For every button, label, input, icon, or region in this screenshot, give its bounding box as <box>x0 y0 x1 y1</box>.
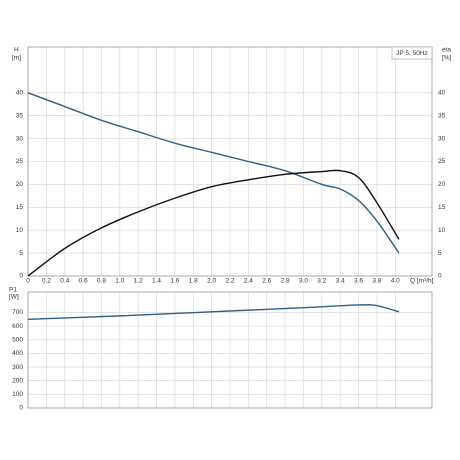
x-axis-label: Q [m³/h] <box>410 278 434 285</box>
x-tick-label: 3.4 <box>336 278 345 285</box>
x-tick-label: 3.0 <box>299 278 308 285</box>
y-tick-label: 30 <box>16 135 24 142</box>
y2-tick-label: 35 <box>438 112 446 119</box>
x-tick-label: 1.0 <box>115 278 124 285</box>
x-tick-label: 0.2 <box>42 278 51 285</box>
x-tick-label: 1.6 <box>170 278 179 285</box>
x-tick-label: 2.4 <box>244 278 253 285</box>
curve <box>27 304 400 320</box>
y-tick-label: 600 <box>12 323 23 330</box>
y2-tick-label: 30 <box>438 135 446 142</box>
x-tick-label: 0.6 <box>79 278 88 285</box>
x-tick-label: 2.0 <box>207 278 216 285</box>
x-tick-label: 2.2 <box>225 278 234 285</box>
y2-tick-label: 25 <box>438 158 446 165</box>
y2-tick-label: 20 <box>438 181 446 188</box>
title-box <box>391 46 433 60</box>
y-axis-unit: [m] <box>12 55 21 62</box>
y2-tick-label: 10 <box>438 227 446 234</box>
y2-tick-label: 0 <box>438 273 442 280</box>
y-tick-label: 0 <box>19 405 23 412</box>
x-tick-label: 1.4 <box>152 278 161 285</box>
curve <box>27 169 400 277</box>
y2-tick-label: 40 <box>438 90 446 97</box>
x-tick-label: 3.2 <box>317 278 326 285</box>
y-tick-label: 100 <box>12 391 23 398</box>
y-tick-label: 15 <box>16 204 24 211</box>
y-tick-label: 200 <box>12 377 23 384</box>
y2-tick-label: 5 <box>438 250 442 257</box>
y2-tick-label: 15 <box>438 204 446 211</box>
y-tick-label: 700 <box>12 309 23 316</box>
y-axis-label: H <box>14 47 19 54</box>
plot-frame <box>27 46 433 277</box>
curve <box>27 92 400 254</box>
y-tick-label: 0 <box>19 273 23 280</box>
y-tick-label: 25 <box>16 158 24 165</box>
x-tick-label: 1.8 <box>189 278 198 285</box>
x-tick-label: 0.8 <box>97 278 106 285</box>
y-tick-label: 10 <box>16 227 24 234</box>
plot-frame <box>27 291 433 409</box>
y-tick-label: 40 <box>16 90 24 97</box>
x-tick-label: 2.8 <box>281 278 290 285</box>
y2-axis-label: eta <box>442 47 451 54</box>
y-tick-label: 500 <box>12 336 23 343</box>
x-tick-label: 0.4 <box>60 278 69 285</box>
y-tick-label: 20 <box>16 181 24 188</box>
y-axis-label: P1 <box>9 287 17 294</box>
x-tick-label: 1.2 <box>134 278 143 285</box>
y-tick-label: 400 <box>12 350 23 357</box>
x-tick-label: 3.6 <box>354 278 363 285</box>
y-tick-label: 5 <box>19 250 23 257</box>
x-tick-label: 3.8 <box>372 278 381 285</box>
y-axis-unit: [W] <box>9 294 19 301</box>
y2-axis-unit: [%] <box>442 55 452 62</box>
chart-title: JP 5, 50Hz <box>396 50 428 57</box>
x-tick-label: 0 <box>26 278 30 285</box>
x-tick-label: 4.0 <box>391 278 400 285</box>
x-tick-label: 2.6 <box>262 278 271 285</box>
y-tick-label: 300 <box>12 364 23 371</box>
y-tick-label: 35 <box>16 112 24 119</box>
